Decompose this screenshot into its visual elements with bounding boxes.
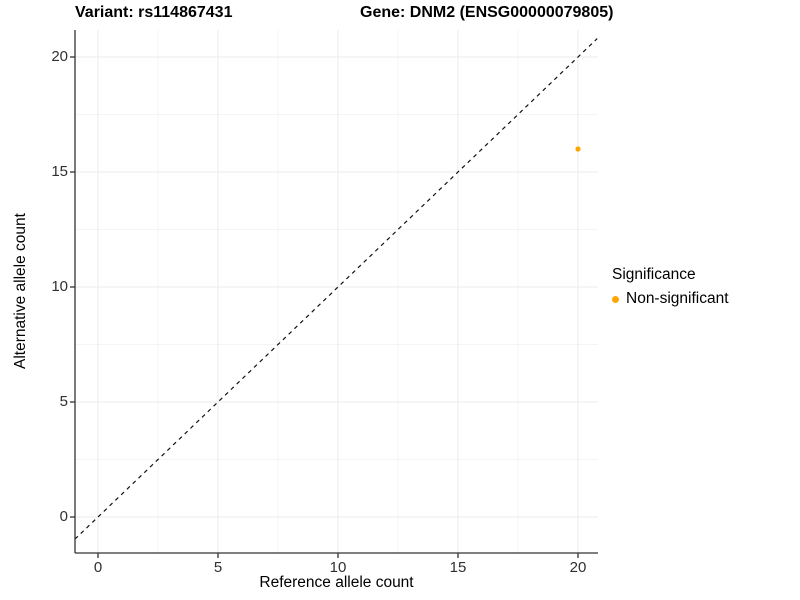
x-tick-label: 5 <box>213 559 223 576</box>
y-axis-title: Alternative allele count <box>12 213 29 369</box>
x-tick-label: 20 <box>569 559 587 576</box>
y-tick-label: 5 <box>59 393 68 410</box>
legend-point-icon <box>612 295 619 303</box>
y-tick-label: 20 <box>51 48 68 65</box>
x-axis-title: Reference allele count <box>259 574 414 591</box>
x-tick-label: 0 <box>93 559 103 576</box>
data-point <box>575 146 581 152</box>
legend-item-label: Non-significant <box>626 290 729 307</box>
y-tick-label: 15 <box>51 163 68 180</box>
identity-line <box>74 38 598 540</box>
y-tick-label: 10 <box>51 278 68 295</box>
x-tick-label: 10 <box>329 559 347 576</box>
y-tick-label: 0 <box>59 508 68 525</box>
plot-title-gene: Gene: DNM2 (ENSG00000079805) <box>360 4 614 21</box>
plot-title-variant: Variant: rs114867431 <box>75 4 233 21</box>
legend-title: Significance <box>612 266 696 283</box>
legend: Significance Non-significant <box>612 266 729 308</box>
x-tick-label: 15 <box>449 559 467 576</box>
legend-item: Non-significant <box>612 290 729 308</box>
